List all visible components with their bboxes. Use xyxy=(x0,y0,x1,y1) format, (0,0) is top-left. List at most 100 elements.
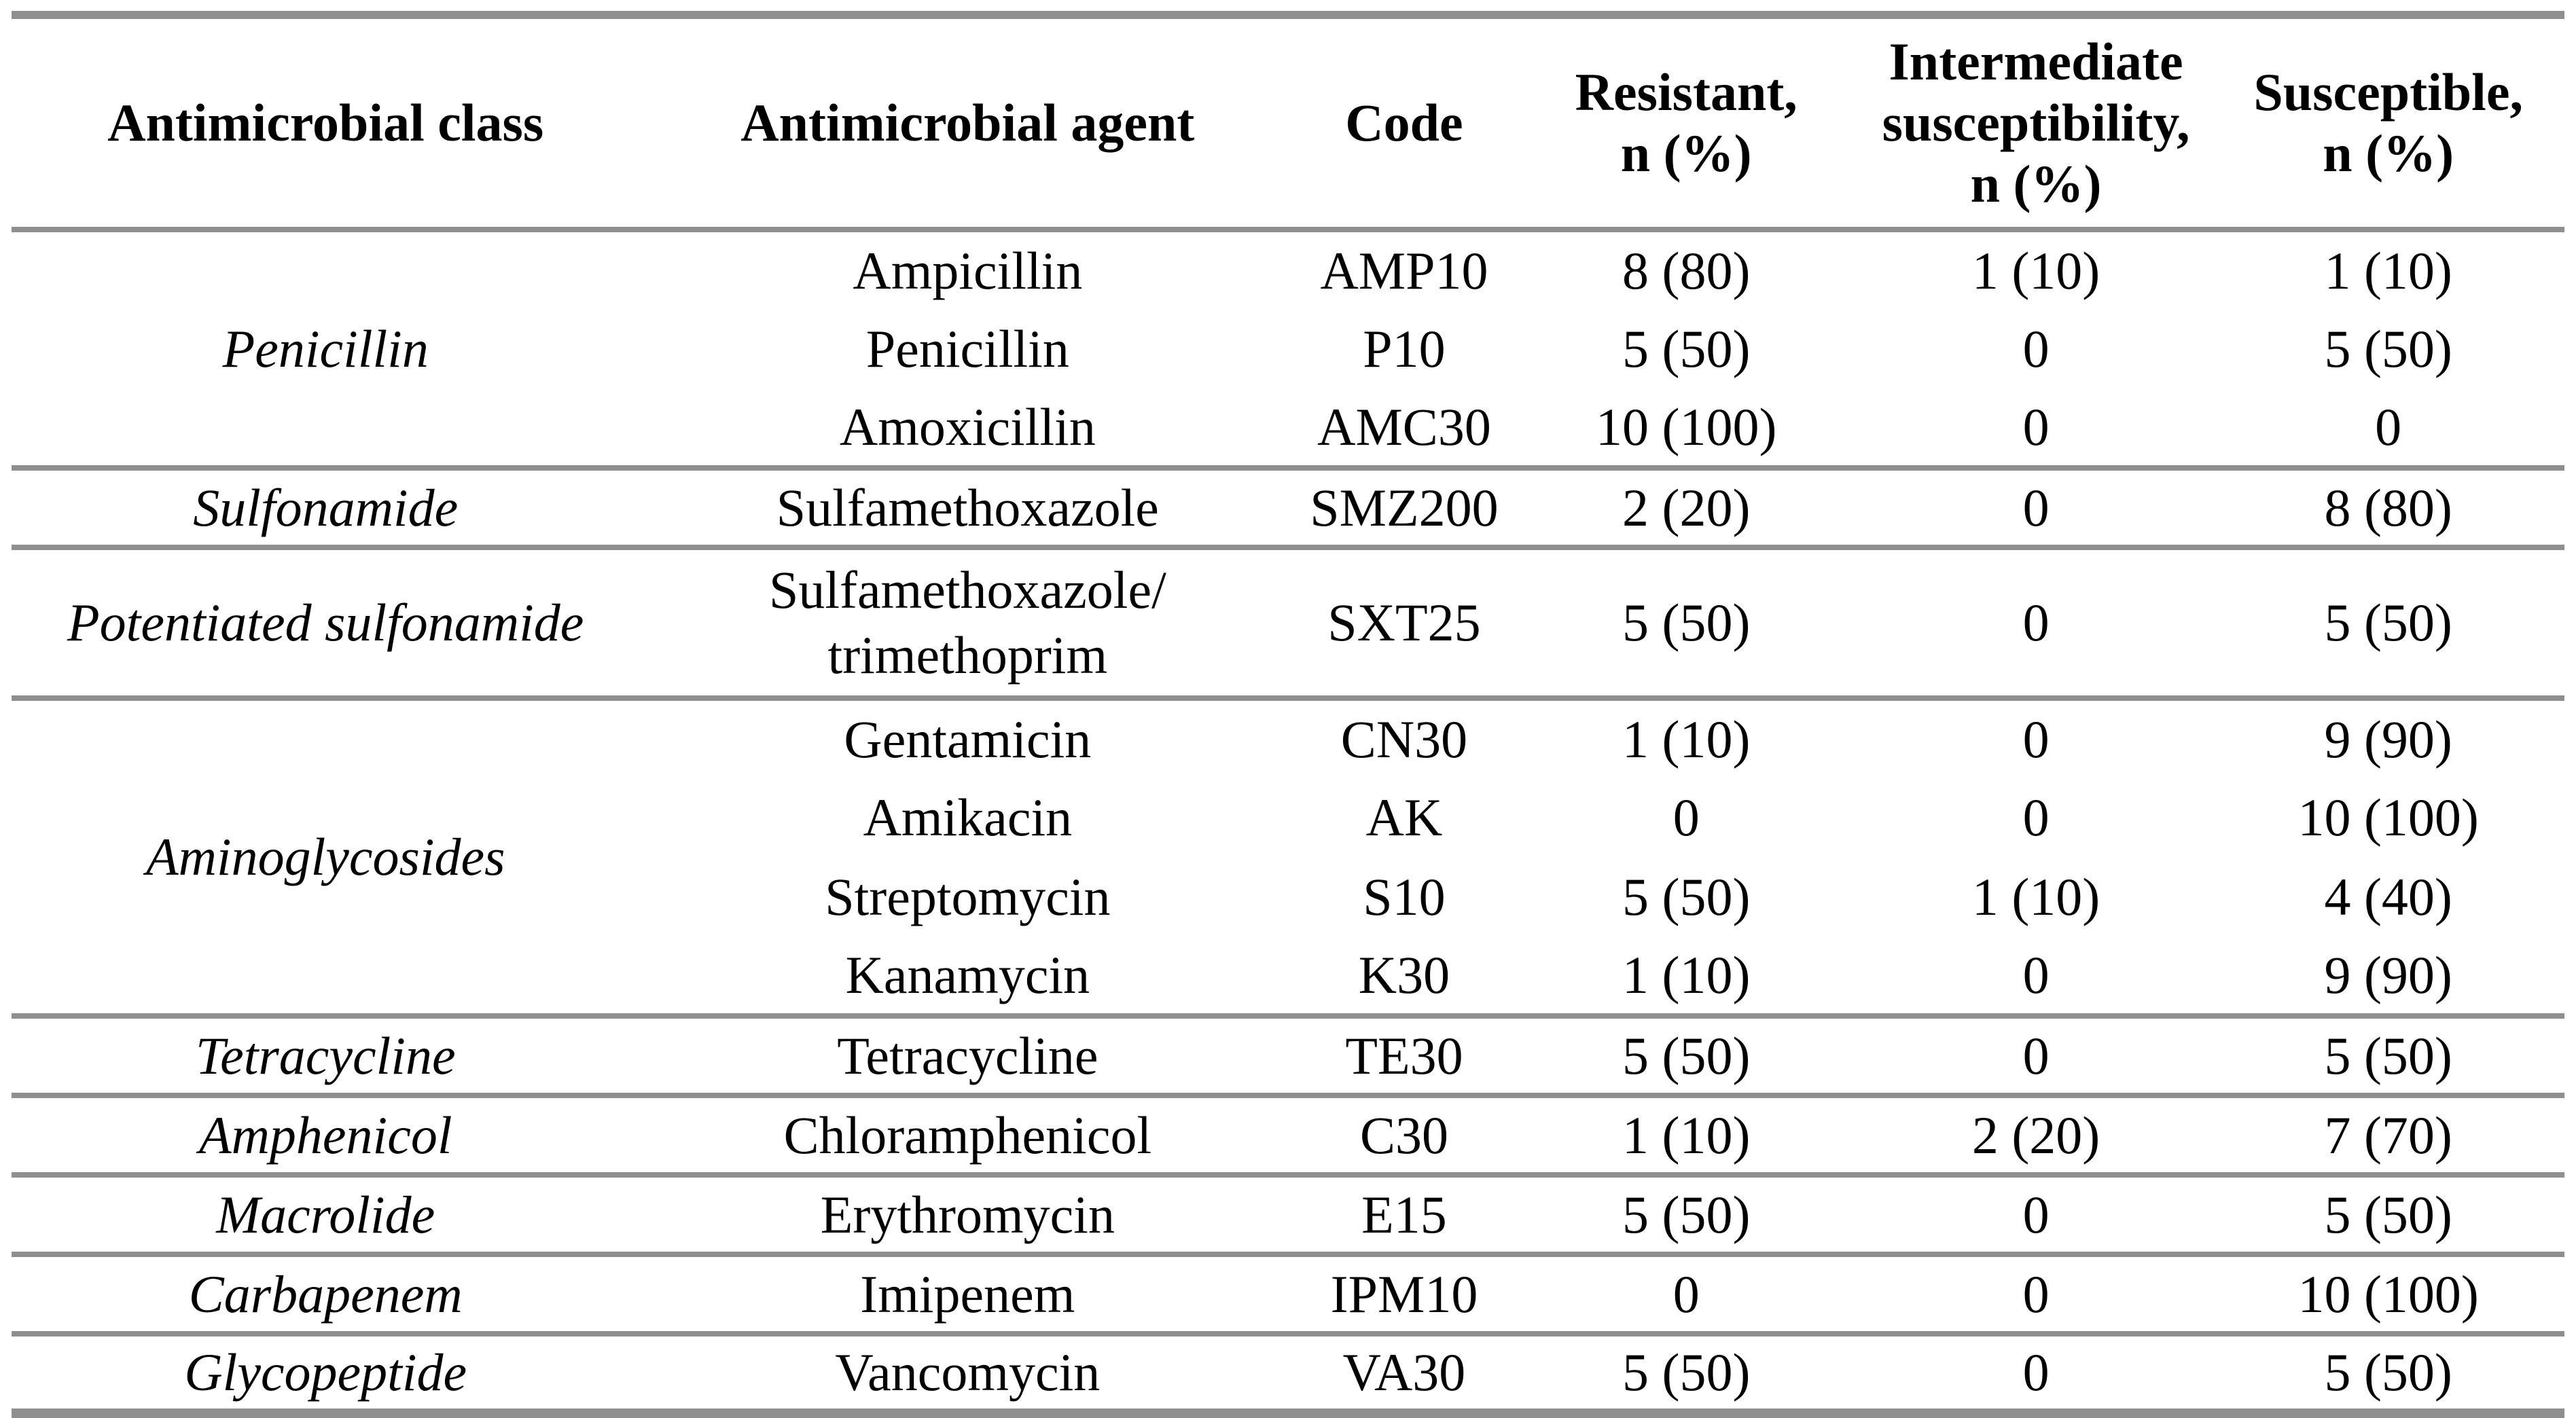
agent-cell: Amoxicillin xyxy=(839,397,1096,456)
resistant-cell: 5 (50) xyxy=(1622,319,1751,378)
table-row-kanamycin: Kanamycin K30 1 (10) 0 9 (90) xyxy=(12,937,2564,1016)
code-cell: K30 xyxy=(1358,945,1450,1004)
agent-cell: Amikacin xyxy=(863,787,1073,847)
class-cell-macrolide: Macrolide xyxy=(12,1172,640,1254)
table-row-imipenem: Carbapenem Imipenem IPM10 0 0 10 (100) xyxy=(12,1252,2564,1334)
page: { "table": { "rule_color": "#8f8f8f", "h… xyxy=(0,11,2576,1418)
intermediate-cell: 0 xyxy=(2022,319,2050,378)
resistant-cell: 8 (80) xyxy=(1622,240,1751,300)
resistant-cell: 1 (10) xyxy=(1512,695,1860,778)
code-cell: SMZ200 xyxy=(1295,465,1513,547)
code-cell: IPM10 xyxy=(1295,1252,1513,1334)
intermediate-cell: 0 xyxy=(1859,1172,2213,1254)
resistant-cell: 2 (20) xyxy=(1512,465,1860,547)
table-row-amoxicillin: Amoxicillin AMC30 10 (100) 0 0 xyxy=(12,388,2564,468)
susceptible-cell: 10 (100) xyxy=(2212,1252,2564,1334)
susceptible-cell: 9 (90) xyxy=(2324,945,2452,1004)
susceptible-cell: 5 (50) xyxy=(2212,1013,2564,1095)
susceptible-cell: 0 xyxy=(2375,397,2402,456)
agent-cell: Vancomycin xyxy=(639,1331,1296,1413)
agent-cell: Kanamycin xyxy=(845,945,1090,1004)
susceptible-cell: 7 (70) xyxy=(2212,1093,2564,1175)
code-cell: AK xyxy=(1365,787,1443,847)
code-cell: AMC30 xyxy=(1317,397,1491,456)
col-header-antimicrobial-agent: Antimicrobial agent xyxy=(639,15,1296,232)
resistant-cell: 5 (50) xyxy=(1512,1013,1860,1095)
resistant-cell: 5 (50) xyxy=(1622,867,1751,926)
agent-cell: Chloramphenicol xyxy=(639,1093,1296,1175)
code-cell: C30 xyxy=(1295,1093,1513,1175)
table-header: Antimicrobial class Antimicrobial agent … xyxy=(12,15,2564,232)
class-cell-tetracycline: Tetracycline xyxy=(12,1013,640,1095)
table-row-penicillin: Penicillin P10 5 (50) 0 5 (50) xyxy=(12,309,2564,388)
intermediate-cell: 0 xyxy=(2022,945,2050,1004)
code-cell: P10 xyxy=(1363,319,1446,378)
code-cell: CN30 xyxy=(1295,695,1513,778)
class-cell-amphenicol: Amphenicol xyxy=(12,1093,640,1175)
resistant-cell: 5 (50) xyxy=(1512,1331,1860,1413)
class-cell-carbapenem: Carbapenem xyxy=(12,1252,640,1334)
code-cell: TE30 xyxy=(1295,1013,1513,1095)
resistant-cell: 5 (50) xyxy=(1512,545,1860,698)
table-row-vancomycin: Glycopeptide Vancomycin VA30 5 (50) 0 5 … xyxy=(12,1331,2564,1413)
agent-cell: Tetracycline xyxy=(639,1013,1296,1095)
table-row-sulfamethoxazole: Sulfonamide Sulfamethoxazole SMZ200 2 (2… xyxy=(12,465,2564,547)
susceptible-cell: 9 (90) xyxy=(2212,695,2564,778)
code-cell: S10 xyxy=(1363,867,1446,926)
resistant-cell: 0 xyxy=(1512,1252,1860,1334)
intermediate-cell: 0 xyxy=(2022,787,2050,847)
resistant-cell: 0 xyxy=(1672,787,1700,847)
agent-cell: Gentamicin xyxy=(639,695,1296,778)
agent-cell: Ampicillin xyxy=(853,240,1083,300)
col-header-antimicrobial-class: Antimicrobial class xyxy=(12,15,640,232)
intermediate-cell: 2 (20) xyxy=(1859,1093,2213,1175)
table-row-gentamicin: Aminoglycosides Gentamicin CN30 1 (10) 0… xyxy=(12,695,2564,1016)
intermediate-cell: 1 (10) xyxy=(1971,240,2100,300)
intermediate-cell: 0 xyxy=(1859,545,2213,698)
antimicrobial-susceptibility-table: Antimicrobial class Antimicrobial agent … xyxy=(12,11,2564,1418)
susceptible-cell: 5 (50) xyxy=(2212,1172,2564,1254)
table-body: Penicillin Ampicillin AMP10 8 (80) 1 (10… xyxy=(12,230,2564,1413)
class-cell-sulfonamide: Sulfonamide xyxy=(12,465,640,547)
class-cell-aminoglycosides: Aminoglycosides xyxy=(12,695,640,1016)
susceptible-cell: 8 (80) xyxy=(2212,465,2564,547)
intermediate-cell: 0 xyxy=(2022,397,2050,456)
agent-cell: Sulfamethoxazole xyxy=(639,465,1296,547)
agent-cell: Streptomycin xyxy=(825,867,1111,926)
resistant-cell: 1 (10) xyxy=(1512,1093,1860,1175)
agent-cell: Sulfamethoxazole/ trimethoprim xyxy=(639,545,1296,698)
resistant-cell: 10 (100) xyxy=(1596,397,1777,456)
table-row-chloramphenicol: Amphenicol Chloramphenicol C30 1 (10) 2 … xyxy=(12,1093,2564,1175)
table-row-ampicillin: Penicillin Ampicillin AMP10 8 (80) 1 (10… xyxy=(12,230,2564,378)
class-cell-penicillin: Penicillin xyxy=(222,319,429,378)
table-row-erythromycin: Macrolide Erythromycin E15 5 (50) 0 5 (5… xyxy=(12,1172,2564,1254)
header-row: Antimicrobial class Antimicrobial agent … xyxy=(12,15,2564,232)
col-header-code: Code xyxy=(1295,15,1513,232)
code-cell: AMP10 xyxy=(1320,240,1488,300)
agent-cell: Imipenem xyxy=(639,1252,1296,1334)
agent-cell: Erythromycin xyxy=(639,1172,1296,1254)
susceptible-cell: 5 (50) xyxy=(2324,319,2452,378)
table-row-tetracycline: Tetracycline Tetracycline TE30 5 (50) 0 … xyxy=(12,1013,2564,1095)
susceptible-cell: 5 (50) xyxy=(2212,545,2564,698)
susceptible-cell: 1 (10) xyxy=(2324,240,2452,300)
resistant-cell: 1 (10) xyxy=(1622,945,1751,1004)
resistant-cell: 5 (50) xyxy=(1512,1172,1860,1254)
intermediate-cell: 1 (10) xyxy=(1971,867,2100,926)
class-cell-glycopeptide: Glycopeptide xyxy=(12,1331,640,1413)
table-row-amikacin: Amikacin AK 0 0 10 (100) xyxy=(12,778,2564,857)
susceptible-cell: 10 (100) xyxy=(2297,787,2479,847)
class-cell-potentiated-sulfonamide: Potentiated sulfonamide xyxy=(12,545,640,698)
table-row-sulfamethoxazole-trimethoprim: Potentiated sulfonamide Sulfamethoxazole… xyxy=(12,545,2564,698)
code-cell: VA30 xyxy=(1295,1331,1513,1413)
intermediate-cell: 0 xyxy=(1859,695,2213,778)
col-header-susceptible: Susceptible, n (%) xyxy=(2212,15,2564,232)
agent-cell: Penicillin xyxy=(865,319,1069,378)
col-header-resistant: Resistant, n (%) xyxy=(1512,15,1860,232)
susceptible-cell: 4 (40) xyxy=(2324,867,2452,926)
susceptible-cell: 5 (50) xyxy=(2212,1331,2564,1413)
table-row-streptomycin: Streptomycin S10 5 (50) 1 (10) 4 (40) xyxy=(12,857,2564,937)
intermediate-cell: 0 xyxy=(1859,1331,2213,1413)
code-cell: SXT25 xyxy=(1295,545,1513,698)
intermediate-cell: 0 xyxy=(1859,1013,2213,1095)
